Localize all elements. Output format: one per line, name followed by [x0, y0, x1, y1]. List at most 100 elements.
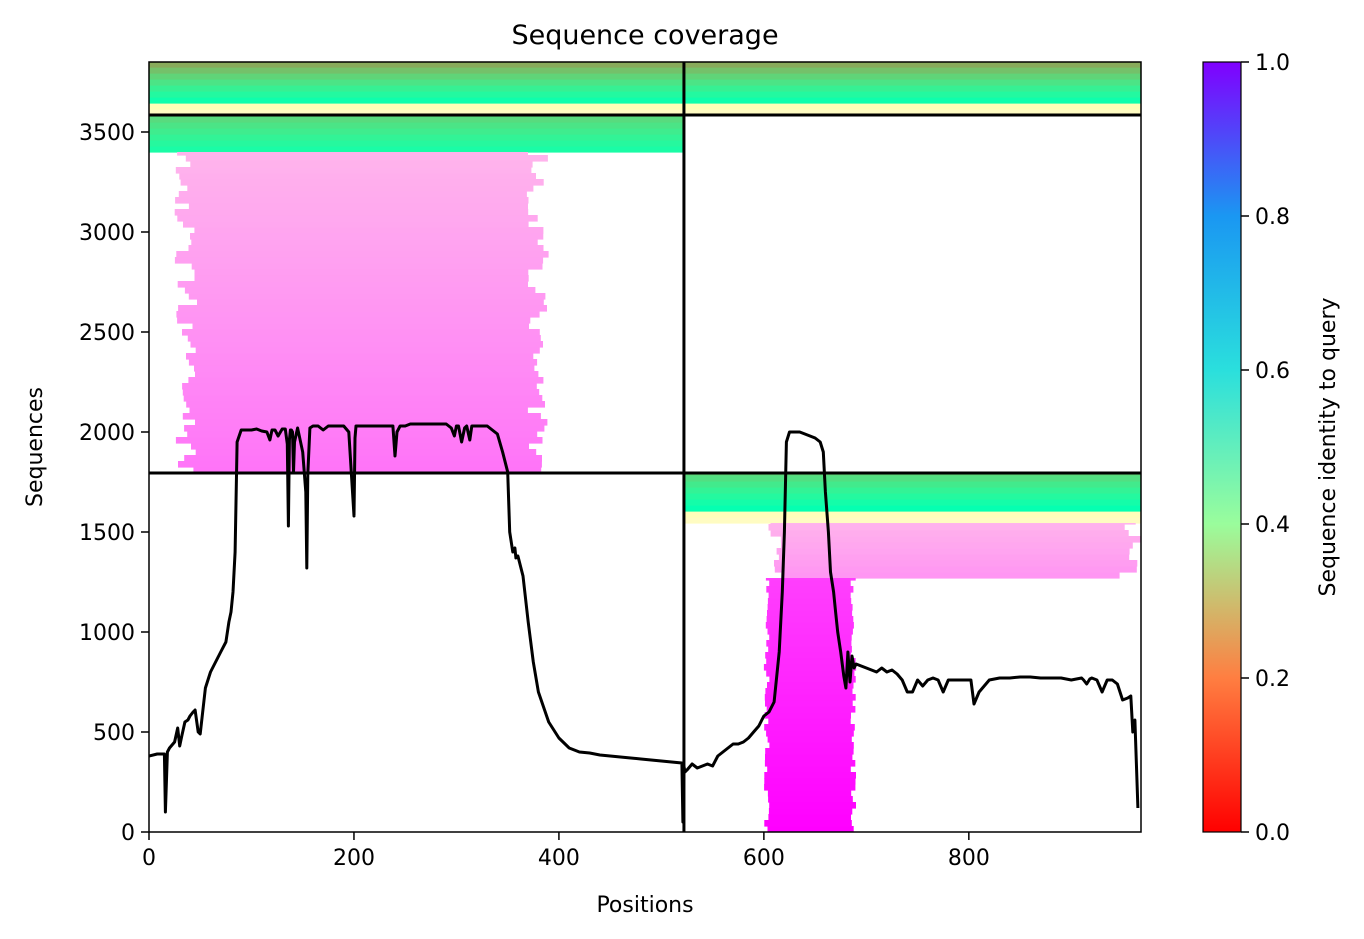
heatmap-row [195, 347, 540, 354]
heatmap-row [194, 269, 529, 276]
heatmap-block [683, 473, 1141, 524]
heatmap-row [767, 682, 854, 689]
colorbar-ticks: 0.0 0.2 0.4 0.6 0.8 1.0 [1241, 51, 1290, 846]
heatmap-row [765, 688, 853, 695]
heatmap-row [769, 634, 852, 641]
y-tick-label: 0 [121, 821, 135, 846]
heatmap-row [149, 116, 684, 123]
heatmap-row [768, 592, 851, 599]
heatmap-row [195, 371, 539, 378]
heatmap-row [178, 191, 527, 198]
heatmap-row [190, 341, 543, 348]
heatmap-row [177, 152, 528, 156]
heatmap-row [769, 742, 854, 749]
heatmap-row [767, 826, 854, 832]
heatmap-row [683, 487, 1141, 494]
heatmap-row [183, 221, 529, 228]
heatmap-row [767, 736, 852, 743]
heatmap-row [174, 209, 529, 216]
x-tick-label: 400 [538, 846, 580, 871]
heatmap-row [187, 431, 538, 438]
heatmap-row [183, 395, 543, 402]
heatmap-row [187, 185, 534, 192]
heatmap-row [781, 542, 1133, 549]
heatmap-row [768, 718, 851, 725]
heatmap-row [767, 610, 853, 617]
heatmap-row [197, 299, 544, 306]
heatmap-row [768, 814, 851, 821]
heatmap-row [184, 287, 536, 294]
heatmap-row [765, 748, 854, 755]
heatmap-block [174, 152, 549, 474]
heatmap-row [683, 67, 1141, 74]
heatmap-row [178, 305, 547, 312]
heatmap-row [770, 523, 1136, 525]
x-tick-label: 200 [333, 846, 375, 871]
colorbar-tick-label: 0.8 [1255, 205, 1290, 230]
heatmap-block [763, 578, 857, 832]
heatmap-row [189, 407, 528, 414]
heatmap-row [765, 700, 853, 707]
heatmap-row [764, 760, 856, 767]
heatmap-row [766, 586, 854, 593]
heatmap-row [683, 517, 1141, 524]
heatmap-block [149, 115, 684, 153]
heatmap-row [764, 772, 856, 779]
heatmap-row [683, 97, 1141, 104]
heatmap-row [188, 377, 544, 384]
heatmap-row [187, 335, 541, 342]
heatmap-row [768, 524, 1125, 531]
y-tick-label: 1500 [79, 521, 135, 546]
y-tick-label: 1000 [79, 621, 135, 646]
x-axis-label: Positions [596, 893, 693, 918]
heatmap-row [765, 578, 856, 581]
heatmap-row [149, 79, 684, 86]
colorbar [1202, 61, 1242, 833]
heatmap-row [767, 604, 853, 611]
y-tick-label: 2000 [79, 421, 135, 446]
x-axis-ticks: 0 200 400 600 800 [142, 832, 990, 871]
y-tick-label: 3000 [79, 221, 135, 246]
colorbar-tick-label: 0.6 [1255, 359, 1290, 384]
heatmap-row [765, 754, 853, 761]
heatmap-row [149, 97, 684, 104]
heatmap-row [764, 784, 856, 791]
heatmap-row [175, 167, 532, 174]
heatmap-row [188, 245, 544, 252]
heatmap-row [683, 475, 1141, 482]
heatmap-row [194, 365, 535, 372]
colorbar-tick-label: 0.2 [1255, 667, 1290, 692]
heatmap-row [179, 173, 537, 180]
heatmap-row [780, 536, 1141, 543]
heatmap-row [767, 766, 851, 773]
heatmap-row [683, 85, 1141, 92]
heatmap-row [683, 481, 1141, 488]
heatmap-row [195, 449, 537, 456]
heatmap-row [767, 598, 852, 605]
heatmap-row [768, 646, 852, 653]
heatmap-row [764, 778, 856, 785]
y-tick-label: 2500 [79, 321, 135, 346]
heatmap-row [764, 694, 856, 701]
x-tick-label: 0 [142, 846, 156, 871]
heatmap-row [683, 73, 1141, 80]
heatmap-row [683, 499, 1141, 506]
heatmap-row [178, 461, 542, 468]
heatmap-row [149, 128, 684, 135]
heatmap-row [765, 622, 854, 629]
heatmap-row [149, 91, 684, 98]
heatmap-row [184, 455, 542, 462]
heatmap-row [149, 85, 684, 92]
heatmap-row [763, 664, 857, 671]
y-tick-label: 500 [93, 721, 135, 746]
heatmap-row [177, 281, 528, 288]
heatmap-row [149, 103, 684, 110]
heatmap-row [191, 263, 543, 270]
y-tick-label: 3500 [79, 121, 135, 146]
heatmap-row [194, 227, 544, 234]
heatmap-row [192, 323, 529, 330]
heatmap-row [149, 140, 684, 147]
heatmap-row [175, 197, 529, 204]
heatmap-row [149, 109, 684, 116]
